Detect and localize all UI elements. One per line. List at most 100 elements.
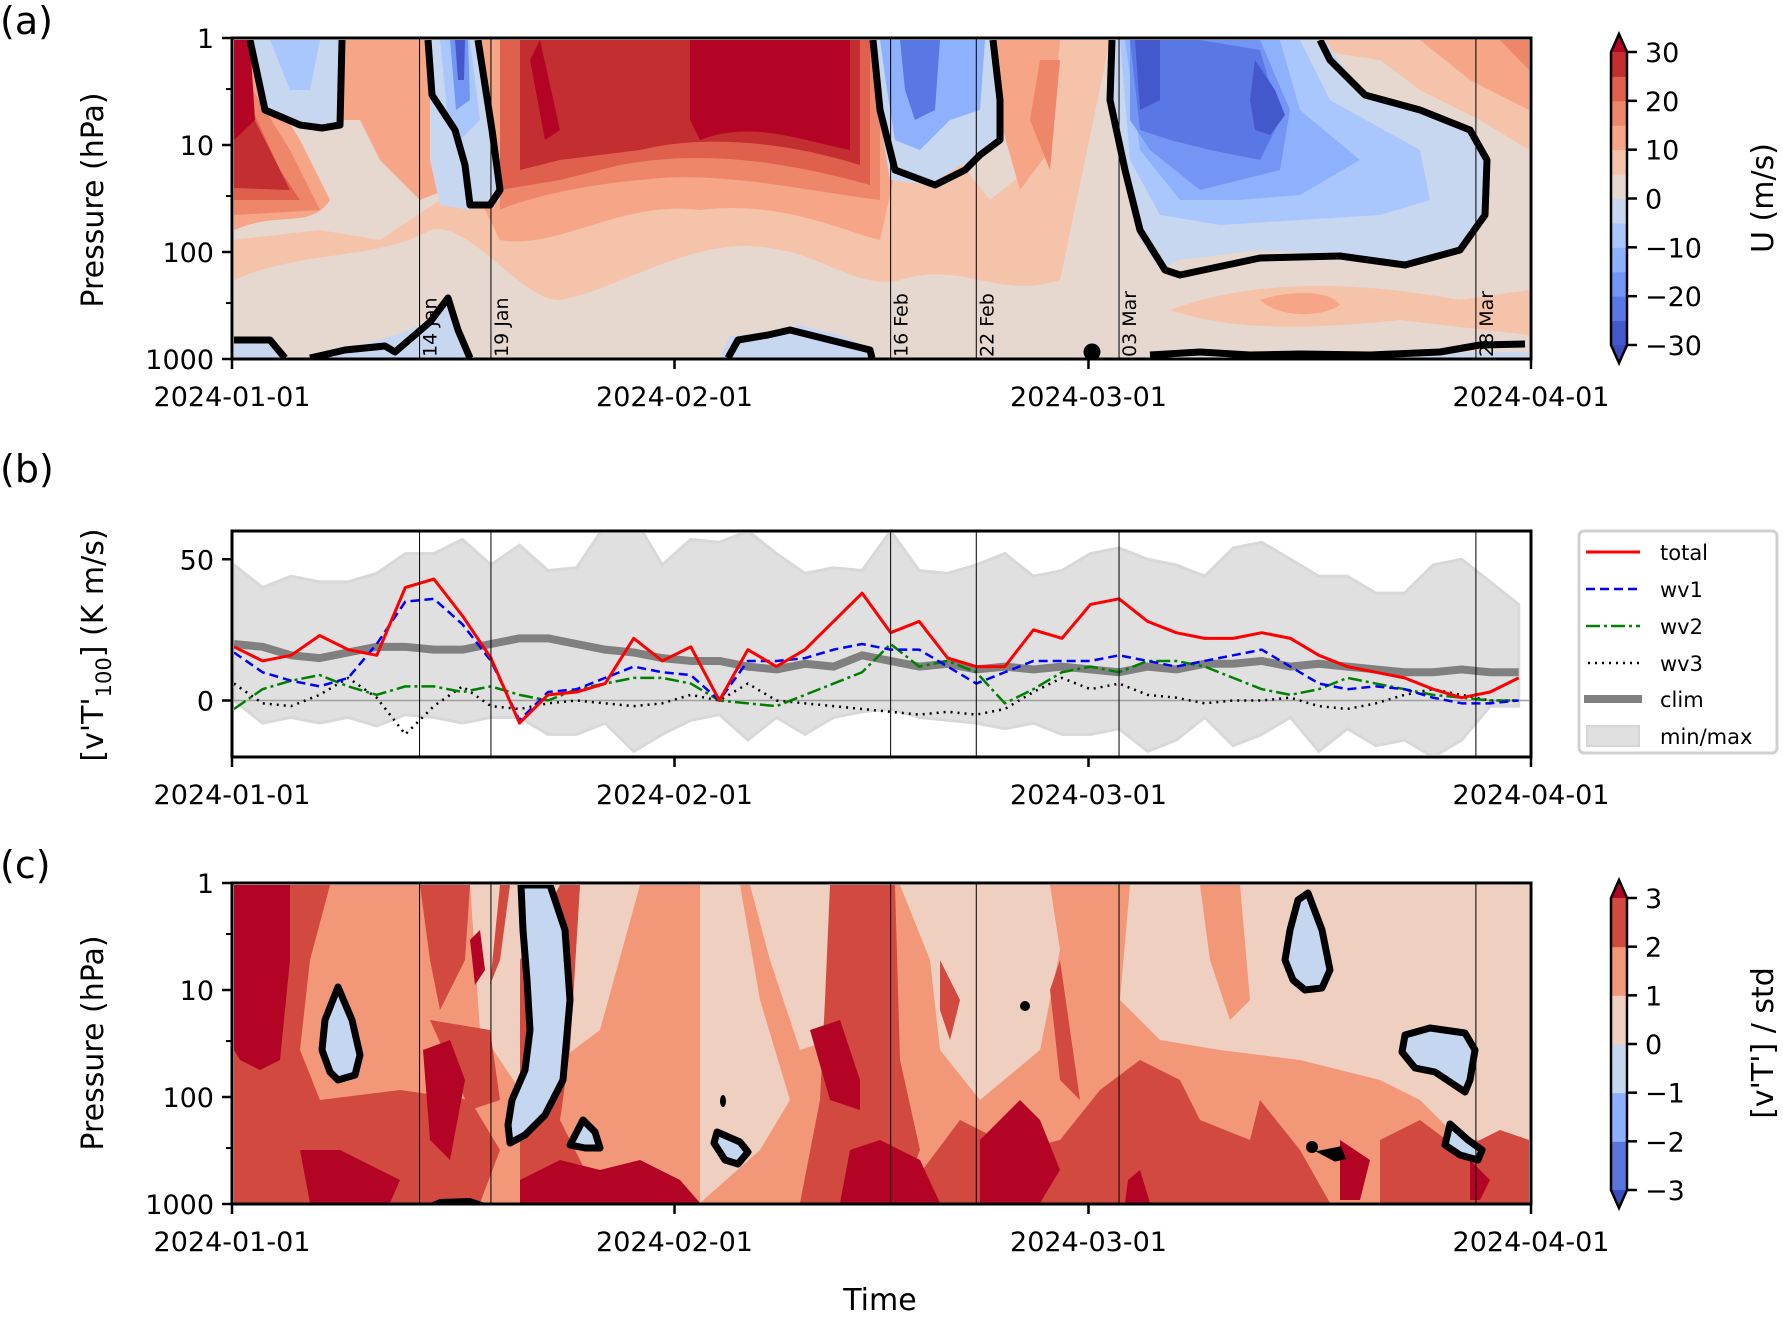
colorbar-segment [1611,52,1627,77]
zero-contour-dot-2 [720,1095,726,1107]
colorbar-tick-label: −1 [1645,1079,1685,1110]
panel-a-ylabel: Pressure (hPa) [76,92,111,307]
contour-fill-neg-mar-6 [1135,40,1285,135]
y-tick-label: 1000 [145,1190,214,1221]
x-tick-label: 2024-02-01 [596,1227,753,1258]
neg-blob-c2 [504,885,574,1147]
panel-b-yaxis: 0 50 [180,545,232,718]
zero-contour-a4 [1106,40,1491,279]
zero-contour-a6 [309,294,474,358]
panel-c-event-lines [419,883,1477,1204]
panel-c-contours [234,885,1529,1203]
legend-swatch-minmax [1586,725,1640,747]
panel-c-colorbar-label: [v'T'] / std [1746,967,1781,1119]
negative-regions-c [318,885,1486,1203]
neg-blob-c6 [1398,1024,1479,1096]
ylabel-main: [v'T' [76,697,111,761]
colorbar-extend-top [1611,34,1627,52]
colorbar-tick-label: 1 [1645,981,1662,1012]
colorbar-tick-label: −2 [1645,1127,1685,1158]
event-label: 14 Jan [420,297,442,357]
zero-contour-a5 [234,336,288,358]
zero-contour-a2 [424,40,504,209]
contour-fill-neg-left [250,40,500,210]
colorbar-tick-label: 10 [1645,136,1679,167]
panel-a-xaxis: 2024-01-01 2024-02-01 2024-03-01 2024-04-01 [154,359,1609,413]
series-line-total [234,577,1520,725]
colorbar-tick-label: 3 [1645,884,1662,915]
x-tick-label: 2024-02-01 [596,382,753,413]
y-tick-label: 10 [180,131,214,162]
zero-contour-bottom [430,1198,485,1203]
contour-fill-neg-bottom [234,300,1529,358]
x-tick-label: 2024-02-01 [596,780,753,811]
colorbar-tick-label: −10 [1645,233,1702,264]
colorbar-segment [1611,995,1627,1045]
zero-contour-dot-3 [1306,1141,1318,1153]
colorbar-segment [1611,1141,1627,1191]
colorbar-tick-label: 2 [1645,933,1662,964]
legend-entry-minmax: min/max [1660,725,1752,749]
series-line-wv1 [234,597,1519,722]
x-tick-label: 2024-01-01 [154,1227,311,1258]
colorbar-tick-label: 0 [1645,1030,1662,1061]
panel-c-frame [230,881,1533,1206]
panel-c: (c) [0,843,1781,1317]
panel-a: (a) [0,0,1781,413]
colorbar-segment [1611,320,1627,346]
neg-blob-c3 [566,1116,604,1152]
neg-blob-c5 [1281,889,1334,994]
y-tick-label: 10 [180,976,214,1007]
neg-blob-c4 [710,1128,752,1168]
ylabel-subscript: 100 [92,657,116,697]
panel-a-label: (a) [0,0,53,43]
contour-fill-neg-mar-5 [1130,40,1280,160]
contour-fill-1-2-b [1080,885,1130,1020]
contour-fill-10-15-right [1260,40,1529,315]
panel-b-xaxis: 2024-01-01 2024-02-01 2024-03-01 2024-04-01 [154,757,1609,811]
colorbar-segment [1611,1044,1627,1094]
y-tick-label: 50 [180,545,214,576]
panel-b: (b) 050 2024-01-01 2024-02-01 2024-03-01 20… [0,447,1779,811]
y-tick-label: 100 [162,238,214,269]
legend-entry-clim: clim [1660,688,1704,712]
contour-fill-5-10-lower [1170,286,1529,335]
panel-b-event-lines [419,531,1477,757]
panel-b-ylabel: [v'T'100] (K m/s) [76,528,116,761]
colorbar-tick-label: 0 [1645,185,1662,216]
panel-c-ylabel: Pressure (hPa) [76,935,111,1150]
event-label: 19 Jan [491,297,513,357]
panel-b-frame [230,529,1533,759]
y-tick-label: 0 [197,687,214,718]
contour-fill-neg-feb-core [900,40,940,120]
colorbar-extend-bottom [1611,1190,1627,1208]
panel-b-plot [234,533,1529,755]
colorbar-segment [1611,149,1627,175]
zero-contour-a8 [1149,340,1526,358]
colorbar-segment [1611,76,1627,102]
y-tick-label: 100 [162,1083,214,1114]
panel-c-colorbar: 3 2 1 0 −1 −2 −3 [1609,876,1685,1212]
x-tick-label: 2024-03-01 [1010,1227,1167,1258]
panel-c-yaxis: 1 10 100 1000 [145,869,232,1221]
contour-fill-neg-left-core [455,40,465,80]
contour-fill-gt3 [234,885,1490,1203]
legend-entry-total: total [1660,541,1708,565]
colorbar-extend-top [1611,880,1627,898]
y-tick-label: 1000 [145,345,214,376]
colorbar-segment [1611,946,1627,996]
panel-a-event-lines: 14 Jan 19 Jan 16 Feb 22 Feb 03 Mar 28 Mar [419,38,1498,359]
series-line-wv2 [234,642,1519,711]
panel-a-colorbar: 30 20 10 0 −10 −20 −30 [1609,30,1702,367]
zero-contour-a3 [869,40,1004,189]
panel-c-xlabel: Time [842,1283,916,1317]
colorbar-segment [1611,898,1627,948]
zero-contour-dot-4 [1315,1146,1347,1162]
series-line-wv3 [234,676,1519,736]
event-label: 03 Mar [1119,291,1141,357]
colorbar-tick-label: 20 [1645,87,1679,118]
colorbar-tick-label: −3 [1645,1176,1685,1207]
colorbar-tick-label: −30 [1645,331,1702,362]
panel-c-label: (c) [0,843,51,887]
